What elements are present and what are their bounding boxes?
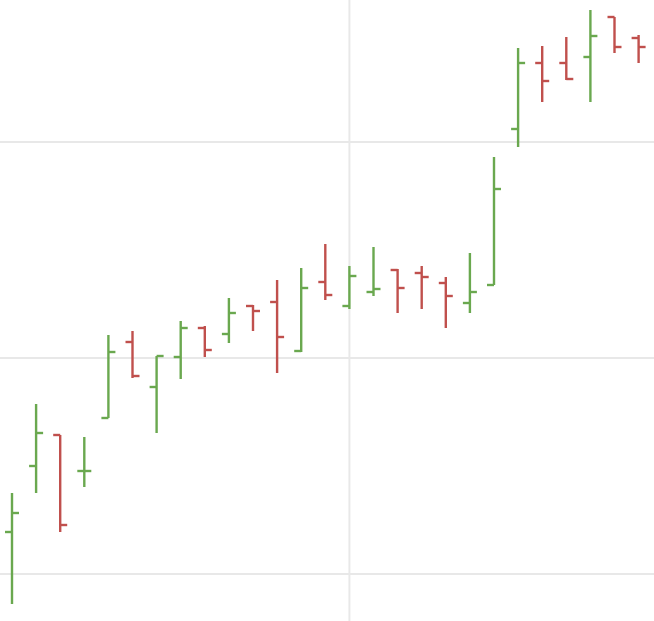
ohlc-bar (390, 268, 405, 313)
ohlc-bar (101, 335, 116, 420)
ohlc-bar (414, 266, 429, 309)
ohlc-bar (29, 404, 44, 493)
ohlc-bar (173, 321, 188, 379)
ohlc-bar (77, 437, 92, 487)
ohlc-bar (5, 493, 19, 604)
ohlc-bar (366, 247, 381, 296)
ohlc-bar (607, 15, 622, 53)
ohlc-bar (462, 253, 477, 313)
ohlc-bar (342, 266, 357, 309)
ohlc-bar (221, 298, 236, 343)
ohlc-bar (535, 46, 550, 102)
ohlc-bar (583, 10, 598, 102)
ohlc-bar (631, 35, 646, 63)
ohlc-bar (511, 48, 526, 147)
bars-layer (5, 10, 646, 604)
ohlc-bar (125, 331, 140, 378)
ohlc-bar (318, 244, 333, 300)
ohlc-bar (294, 268, 309, 353)
ohlc-bar (246, 304, 260, 331)
ohlc-bar (438, 277, 453, 328)
ohlc-bar (559, 37, 574, 81)
ohlc-bar (149, 354, 164, 433)
ohlc-bar (53, 433, 68, 532)
ohlc-bar (197, 326, 212, 357)
ohlc-bar (487, 157, 501, 287)
ohlc-bar (270, 280, 285, 373)
